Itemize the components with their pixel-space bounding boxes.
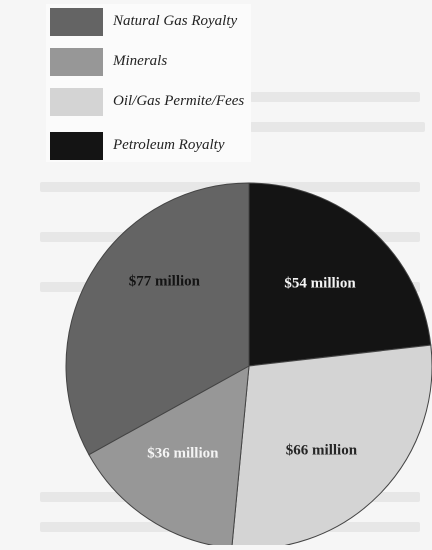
bg-text-line bbox=[250, 92, 420, 102]
legend-label: Minerals bbox=[113, 53, 168, 69]
pie-slice-petroleum-royalty bbox=[248, 182, 432, 367]
bg-text-line bbox=[250, 122, 425, 132]
data-label: $54 million bbox=[284, 275, 356, 291]
legend-swatch bbox=[50, 132, 103, 160]
pie-slice-natural-gas-royalty bbox=[65, 182, 250, 456]
chart-legend: Natural Gas Royalty Minerals Oil/Gas Per… bbox=[46, 4, 251, 162]
legend-item-natural-gas-royalty: Natural Gas Royalty bbox=[50, 8, 250, 36]
legend-label: Oil/Gas Permite/Fees bbox=[113, 93, 245, 109]
data-label: $36 million bbox=[147, 445, 219, 461]
legend-label: Natural Gas Royalty bbox=[113, 13, 238, 29]
legend-swatch bbox=[50, 88, 103, 116]
data-label: $77 million bbox=[129, 274, 201, 290]
legend-item-oil-gas-permits-fees: Oil/Gas Permite/Fees bbox=[50, 88, 250, 116]
legend-item-petroleum-royalty: Petroleum Royalty bbox=[50, 132, 250, 160]
data-label: $66 million bbox=[286, 442, 358, 458]
legend-swatch bbox=[50, 48, 103, 76]
legend-label: Petroleum Royalty bbox=[113, 137, 225, 153]
legend-swatch bbox=[50, 8, 103, 36]
legend-item-minerals: Minerals bbox=[50, 48, 250, 76]
